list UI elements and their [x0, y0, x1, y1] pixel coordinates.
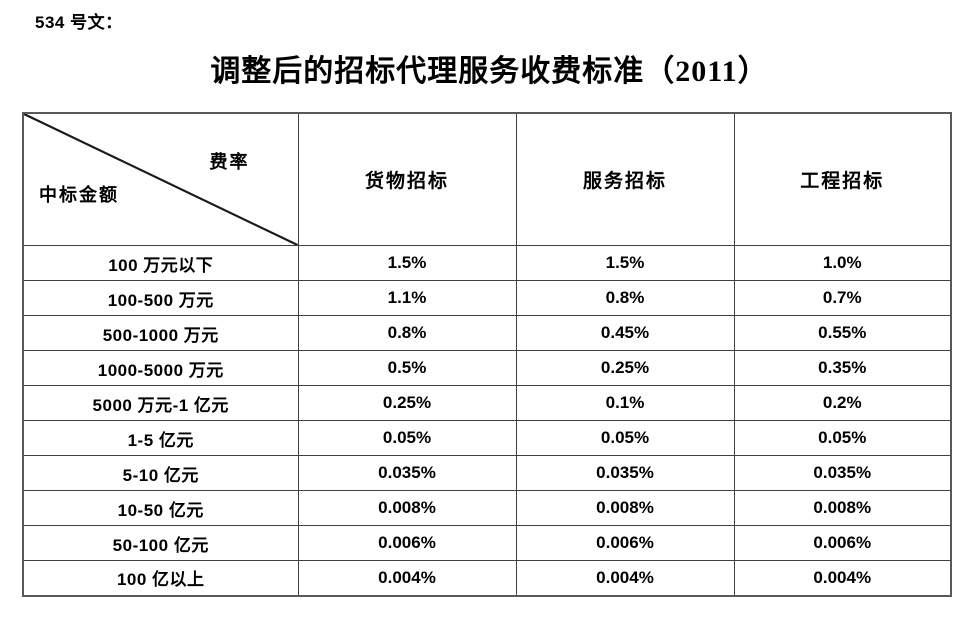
rate-value-cell: 1.1%: [297, 280, 517, 316]
rate-value-cell: 0.35%: [733, 350, 952, 386]
rate-value-cell: 0.55%: [733, 315, 952, 351]
table-row: 100 亿以上 0.004% 0.004% 0.004%: [22, 560, 952, 596]
rate-value-cell: 0.035%: [733, 455, 952, 491]
rate-value-cell: 0.006%: [515, 525, 735, 561]
rate-value-cell: 0.008%: [733, 490, 952, 526]
fee-table: 费率 中标金额 货物招标 服务招标 工程招标 100 万元以下 1.5% 1.5% 1…: [22, 112, 952, 597]
diagonal-divider-line: [24, 114, 298, 245]
header-row: 费率 中标金额 货物招标 服务招标 工程招标: [22, 112, 952, 246]
rate-value-cell: 0.8%: [515, 280, 735, 316]
rate-value-cell: 1.5%: [297, 245, 517, 281]
row-label-bid-amount-range: 5000 万元-1 亿元: [22, 385, 299, 421]
row-label-bid-amount-range: 50-100 亿元: [22, 525, 299, 561]
rate-value-cell: 0.05%: [297, 420, 517, 456]
row-label-bid-amount-range: 100-500 万元: [22, 280, 299, 316]
table-row: 5000 万元-1 亿元 0.25% 0.1% 0.2%: [22, 385, 952, 421]
rate-value-cell: 0.05%: [733, 420, 952, 456]
table-row: 10-50 亿元 0.008% 0.008% 0.008%: [22, 490, 952, 526]
rate-value-cell: 0.5%: [297, 350, 517, 386]
rate-value-cell: 0.006%: [733, 525, 952, 561]
row-label-bid-amount-range: 10-50 亿元: [22, 490, 299, 526]
rate-value-cell: 0.1%: [515, 385, 735, 421]
row-label-bid-amount-range: 1-5 亿元: [22, 420, 299, 456]
rate-value-cell: 1.0%: [733, 245, 952, 281]
rate-value-cell: 0.008%: [515, 490, 735, 526]
corner-label-rate: 费率: [209, 152, 250, 172]
table-body: 100 万元以下 1.5% 1.5% 1.0% 100-500 万元 1.1% 0.8% 0.…: [22, 245, 952, 596]
column-header-service-tender: 服务招标: [515, 112, 735, 246]
rate-value-cell: 0.45%: [515, 315, 735, 351]
table-row: 5-10 亿元 0.035% 0.035% 0.035%: [22, 455, 952, 491]
rate-value-cell: 1.5%: [515, 245, 735, 281]
page-title: 调整后的招标代理服务收费标准（2011）: [210, 55, 769, 88]
row-label-bid-amount-range: 100 亿以上: [22, 560, 299, 596]
rate-value-cell: 0.008%: [297, 490, 517, 526]
table-row: 1-5 亿元 0.05% 0.05% 0.05%: [22, 420, 952, 456]
rate-value-cell: 0.7%: [733, 280, 952, 316]
rate-value-cell: 0.25%: [515, 350, 735, 386]
rate-value-cell: 0.035%: [297, 455, 517, 491]
row-label-bid-amount-range: 100 万元以下: [22, 245, 299, 281]
rate-value-cell: 0.8%: [297, 315, 517, 351]
rate-value-cell: 0.05%: [515, 420, 735, 456]
rate-value-cell: 0.25%: [297, 385, 517, 421]
table-row: 50-100 亿元 0.006% 0.006% 0.006%: [22, 525, 952, 561]
table-row: 100-500 万元 1.1% 0.8% 0.7%: [22, 280, 952, 316]
table-row: 500-1000 万元 0.8% 0.45% 0.55%: [22, 315, 952, 351]
column-header-goods-tender: 货物招标: [297, 112, 517, 246]
rate-value-cell: 0.2%: [733, 385, 952, 421]
row-label-bid-amount-range: 500-1000 万元: [22, 315, 299, 351]
table-row: 100 万元以下 1.5% 1.5% 1.0%: [22, 245, 952, 281]
doc-number-label: 534 号文：: [35, 13, 123, 32]
row-label-bid-amount-range: 5-10 亿元: [22, 455, 299, 491]
rate-value-cell: 0.006%: [297, 525, 517, 561]
rate-value-cell: 0.004%: [733, 560, 952, 596]
table-row: 1000-5000 万元 0.5% 0.25% 0.35%: [22, 350, 952, 386]
row-label-bid-amount-range: 1000-5000 万元: [22, 350, 299, 386]
rate-value-cell: 0.004%: [297, 560, 517, 596]
rate-value-cell: 0.035%: [515, 455, 735, 491]
rate-value-cell: 0.004%: [515, 560, 735, 596]
corner-header-cell: 费率 中标金额: [22, 112, 299, 246]
column-header-engineering-tender: 工程招标: [733, 112, 952, 246]
corner-label-bid-amount: 中标金额: [39, 185, 119, 205]
